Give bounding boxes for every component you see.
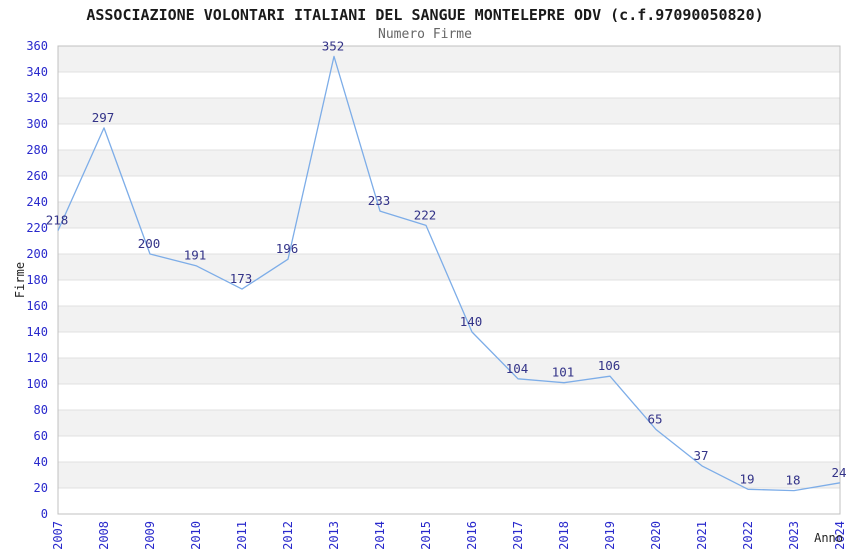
data-label: 191 [184,248,207,263]
x-axis-title: Anno [814,531,843,545]
y-tick-label: 280 [26,143,48,157]
x-tick-label: 2015 [419,521,433,550]
x-tick-label: 2008 [97,521,111,550]
data-label: 222 [414,207,437,222]
y-tick-label: 100 [26,377,48,391]
y-tick-label: 160 [26,299,48,313]
plot-border [57,45,841,515]
plot-band [58,202,840,228]
x-tick-label: 2021 [695,521,709,550]
y-tick-label: 220 [26,221,48,235]
data-label: 24 [831,465,846,480]
data-label: 65 [647,412,662,427]
plot-band [58,254,840,280]
data-label: 233 [368,193,391,208]
data-label: 352 [322,38,345,53]
plot-band [58,410,840,436]
series-line [57,55,841,492]
y-tick-label: 360 [26,39,48,53]
y-tick-label: 0 [41,507,48,521]
x-tick-label: 2009 [143,521,157,550]
x-tick-label: 2016 [465,521,479,550]
y-tick-label: 200 [26,247,48,261]
data-label: 297 [92,110,115,125]
y-tick-label: 140 [26,325,48,339]
x-tick-label: 2014 [373,521,387,550]
chart-title: ASSOCIAZIONE VOLONTARI ITALIANI DEL SANG… [86,6,764,24]
x-tick-label: 2011 [235,521,249,550]
plot-band [58,150,840,176]
plot-band [58,462,840,488]
y-tick-label: 240 [26,195,48,209]
x-tick-label: 2022 [741,521,755,550]
y-tick-label: 300 [26,117,48,131]
data-label: 18 [785,473,800,488]
data-label: 19 [739,471,754,486]
x-tick-label: 2023 [787,521,801,550]
data-label: 104 [506,361,529,376]
y-tick-label: 40 [34,455,48,469]
x-tick-label: 2024 [833,521,847,550]
y-tick-label: 340 [26,65,48,79]
x-tick-label: 2018 [557,521,571,550]
plot-band [58,306,840,332]
data-label: 37 [693,448,708,463]
y-tick-label: 20 [34,481,48,495]
x-tick-label: 2007 [51,521,65,550]
data-label: 106 [598,358,621,373]
x-tick-label: 2012 [281,521,295,550]
x-tick-label: 2020 [649,521,663,550]
data-label: 200 [138,236,161,251]
y-tick-label: 180 [26,273,48,287]
data-label: 173 [230,271,253,286]
y-tick-label: 260 [26,169,48,183]
plot-band [58,46,840,72]
data-label: 140 [460,314,483,329]
plot-band [58,98,840,124]
y-axis-title: Firme [13,262,27,298]
y-tick-label: 320 [26,91,48,105]
x-tick-label: 2013 [327,521,341,550]
x-tick-label: 2017 [511,521,525,550]
plot-band [58,358,840,384]
y-tick-label: 120 [26,351,48,365]
x-tick-label: 2019 [603,521,617,550]
data-label: 196 [276,241,299,256]
y-tick-label: 60 [34,429,48,443]
chart-subtitle: Numero Firme [378,27,472,42]
data-label: 218 [46,213,69,228]
x-tick-label: 2010 [189,521,203,550]
data-label: 101 [552,365,575,380]
y-tick-label: 80 [34,403,48,417]
